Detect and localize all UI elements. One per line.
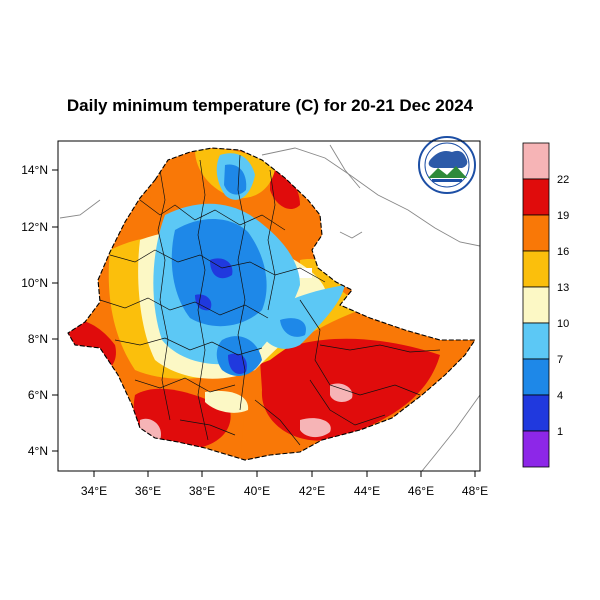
colorbar-label: 16 (557, 246, 569, 258)
x-tick-label: 38°E (189, 484, 215, 498)
colorbar-label: 22 (557, 174, 569, 186)
colorbar-label: 1 (557, 426, 563, 438)
colorbar-swatch (522, 178, 550, 216)
x-tick-label: 42°E (299, 484, 325, 498)
x-tick-label: 46°E (408, 484, 434, 498)
institute-logo (418, 136, 476, 194)
colorbar-label: 4 (557, 390, 563, 402)
x-tick-label: 34°E (81, 484, 107, 498)
colorbar-swatch (522, 250, 550, 288)
y-tick-label: 14°N (21, 163, 48, 177)
colorbar-label: 19 (557, 210, 569, 222)
x-tick-label: 40°E (244, 484, 270, 498)
y-axis (52, 169, 58, 452)
colorbar-swatch (522, 358, 550, 396)
y-tick-label: 8°N (28, 332, 48, 346)
map-title: Daily minimum temperature (C) for 20-21 … (66, 96, 474, 115)
y-tick-label: 10°N (21, 276, 48, 290)
colorbar: 22 19 16 13 10 7 4 1 (522, 142, 569, 468)
colorbar-label: 10 (557, 318, 569, 330)
colorbar-swatch (522, 394, 550, 432)
admin-boundaries (99, 154, 441, 446)
country-outline (67, 147, 477, 461)
x-axis (93, 471, 476, 477)
x-tick-label: 36°E (135, 484, 161, 498)
colorbar-swatch (522, 214, 550, 252)
x-tick-label: 48°E (462, 484, 488, 498)
y-tick-label: 6°N (28, 388, 48, 402)
colorbar-swatch (522, 430, 550, 468)
colorbar-swatch (522, 322, 550, 360)
colorbar-label: 13 (557, 282, 569, 294)
colorbar-swatch (522, 142, 550, 180)
y-tick-label: 4°N (28, 444, 48, 458)
x-tick-label: 44°E (354, 484, 380, 498)
y-tick-label: 12°N (21, 220, 48, 234)
neighbour-borders (59, 144, 480, 471)
plot-frame (57, 140, 481, 472)
colorbar-label: 7 (557, 354, 563, 366)
colorbar-swatch (522, 286, 550, 324)
